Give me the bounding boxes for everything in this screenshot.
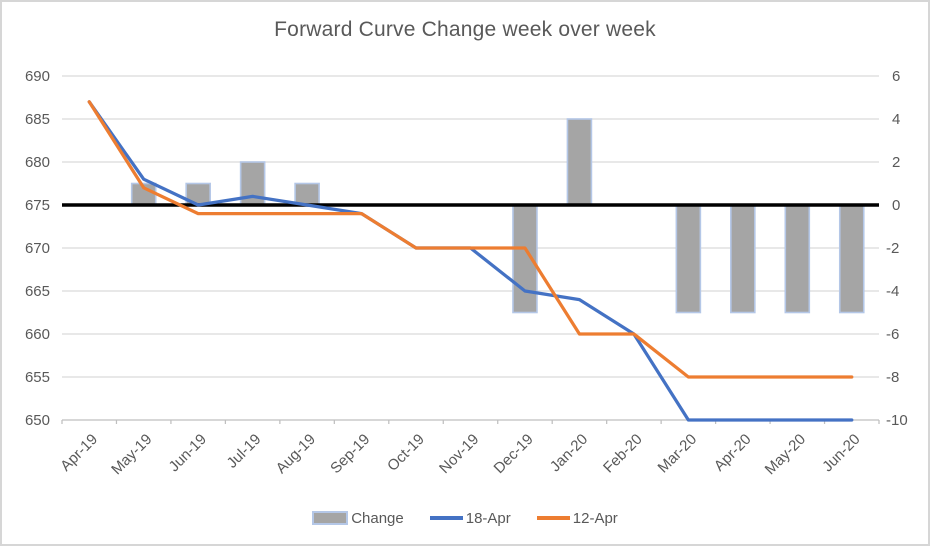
left-axis-label: 675 [25, 197, 50, 214]
left-axis-label: 665 [25, 283, 50, 300]
left-axis-label: 660 [25, 326, 50, 343]
x-axis-label: Jun-19 [166, 431, 210, 475]
left-axis-label: 690 [25, 68, 50, 85]
x-axis-label: May-19 [108, 431, 155, 478]
x-axis-label: Mar-20 [655, 431, 701, 477]
x-axis-label: Oct-19 [384, 431, 428, 475]
right-axis-label: 6 [892, 68, 900, 85]
legend-label-change: Change [351, 509, 404, 527]
left-axis-label: 680 [25, 154, 50, 171]
legend-label-12-apr: 12-Apr [572, 509, 618, 527]
change-bar [730, 204, 756, 314]
legend: Change 18-Apr 12-Apr [2, 505, 928, 531]
x-axis-label: Aug-19 [273, 431, 319, 477]
x-axis-label: Nov-19 [436, 431, 482, 477]
right-axis-label: 0 [892, 197, 900, 214]
legend-label-18-apr: 18-Apr [465, 509, 511, 527]
change-bar [784, 204, 811, 314]
change-bar [294, 182, 320, 206]
left-axis-label: 670 [25, 240, 50, 257]
legend-item-change: Change [312, 510, 404, 527]
right-axis-label: -8 [886, 369, 899, 386]
x-axis-label: Jul-19 [224, 431, 265, 472]
right-axis-label: 2 [892, 154, 900, 171]
x-axis-label: Jun-20 [819, 431, 863, 475]
left-axis-label: 655 [25, 369, 50, 386]
chart-title: Forward Curve Change week over week [274, 18, 656, 41]
series-line-12-Apr [87, 100, 854, 379]
left-axis-label: 650 [25, 412, 50, 429]
right-axis-label: 4 [892, 111, 900, 128]
legend-item-12-apr: 12-Apr [536, 509, 618, 527]
right-axis-label: -6 [886, 326, 899, 343]
x-axis-label: Jan-20 [547, 431, 591, 475]
x-axis-label: Apr-19 [57, 431, 101, 475]
legend-item-18-apr: 18-Apr [429, 509, 511, 527]
change-bar [838, 204, 865, 314]
line-18apr-swatch-icon [429, 516, 463, 520]
x-axis-label: Apr-20 [711, 431, 755, 475]
x-axis-label: Sep-19 [327, 431, 373, 477]
change-bar [566, 118, 593, 206]
x-axis-label: Dec-19 [491, 431, 537, 477]
x-axis-label: Feb-20 [600, 431, 646, 477]
line-12apr-swatch-icon [536, 516, 570, 520]
x-axis-label: May-20 [762, 431, 809, 478]
left-axis-label: 685 [25, 111, 50, 128]
change-bar [675, 204, 702, 314]
right-axis-label: -4 [886, 283, 899, 300]
right-axis-label: -2 [886, 240, 899, 257]
right-axis-label: -10 [886, 412, 908, 429]
change-bar-swatch-icon [312, 511, 349, 525]
